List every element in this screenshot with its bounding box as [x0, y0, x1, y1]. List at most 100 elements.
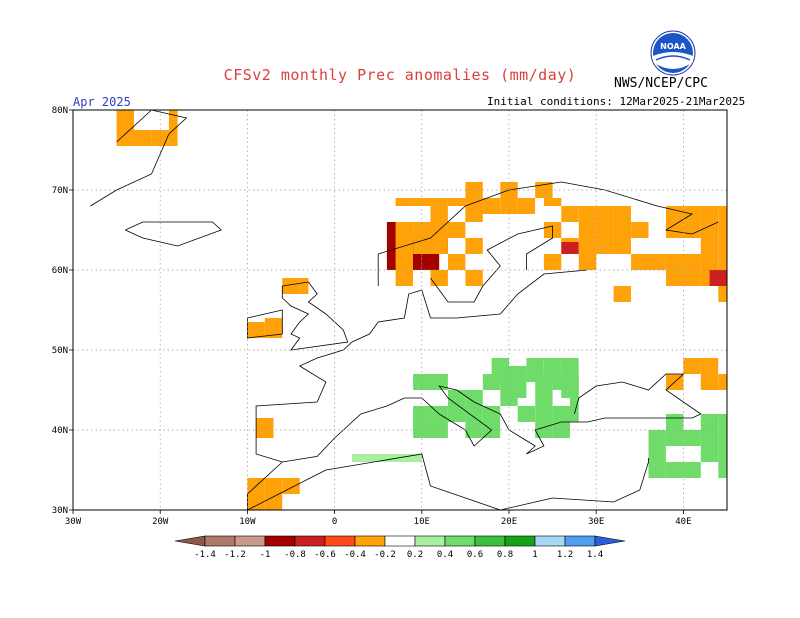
anomaly-cell: [700, 446, 719, 462]
anomaly-cell: [395, 254, 413, 270]
anomaly-cell: [535, 390, 553, 406]
anomaly-cell: [448, 254, 466, 270]
coastline: [574, 373, 702, 415]
anomaly-cell: [700, 238, 719, 254]
colorbar-segment: [264, 535, 296, 547]
anomaly-cell: [578, 254, 597, 270]
anomaly-cell: [430, 198, 448, 206]
anomaly-cell: [718, 446, 727, 462]
anomaly-cell: [666, 254, 684, 270]
colorbar-segment: [474, 535, 506, 547]
anomaly-cell: [613, 238, 631, 254]
colorbar-label: -0.8: [284, 550, 306, 560]
anomaly-cell: [718, 238, 727, 254]
anomaly-cell: [683, 270, 701, 286]
anomaly-cell: [596, 238, 614, 254]
anomaly-cell: [482, 406, 501, 422]
anomaly-cell: [666, 206, 684, 222]
colorbar-segment: [534, 535, 566, 547]
colorbar-segment: [504, 535, 536, 547]
anomaly-cell: [613, 286, 631, 302]
map-frame: [72, 109, 728, 511]
anomaly-cell: [491, 366, 509, 382]
coastline: [430, 225, 553, 303]
lon-tick-label: 30E: [588, 517, 604, 527]
anomaly-region: [282, 278, 309, 294]
anomaly-cell: [395, 270, 413, 286]
anomaly-cell: [413, 406, 431, 422]
colorbar-segment: [564, 535, 596, 547]
colorbar-label: 0.8: [497, 550, 513, 560]
anomaly-cell: [718, 374, 727, 390]
anomaly-cell: [666, 430, 684, 446]
colorbar-label: -0.6: [314, 550, 336, 560]
anomaly-cell: [395, 198, 413, 206]
anomaly-cell: [526, 366, 544, 382]
anomaly-cell: [709, 270, 727, 286]
anomaly-cell: [247, 494, 265, 510]
svg-text:NOAA: NOAA: [660, 42, 686, 51]
anomaly-cell: [543, 358, 562, 366]
colorbar-segment: [414, 535, 446, 547]
anomaly-cell: [561, 242, 579, 254]
anomaly-cell: [718, 254, 727, 270]
anomaly-cell: [448, 222, 466, 238]
anomaly-cell: [613, 206, 631, 222]
anomaly-region: [116, 110, 178, 146]
anomaly-cell: [299, 278, 309, 294]
lon-tick-label: 10E: [414, 517, 430, 527]
colorbar-arrow-right: [594, 535, 626, 547]
anomaly-cell: [648, 430, 666, 446]
coastline: [246, 453, 649, 511]
anomaly-cell: [430, 422, 448, 438]
anomaly-cell: [134, 130, 152, 146]
anomaly-cell: [116, 110, 134, 114]
map-title: CFSv2 monthly Prec anomalies (mm/day): [223, 66, 577, 84]
anomaly-cell: [168, 110, 178, 114]
lon-tick-label: 10W: [239, 517, 256, 527]
anomaly-cell: [430, 238, 448, 254]
anomaly-cell: [578, 238, 597, 254]
anomaly-cell: [683, 430, 701, 446]
colorbar-label: 1.4: [587, 550, 603, 560]
anomaly-cell: [282, 478, 300, 494]
anomaly-cell: [718, 222, 727, 238]
lat-tick-label: 60N: [52, 266, 68, 276]
anomaly-cell: [718, 430, 727, 446]
anomaly-cell: [561, 382, 579, 398]
anomaly-cell: [264, 322, 283, 338]
colorbar-segment: [324, 535, 356, 547]
colorbar-segment: [294, 535, 326, 547]
anomaly-region: [561, 242, 579, 254]
anomaly-cell: [718, 462, 727, 478]
colorbar-label: 0.4: [437, 550, 453, 560]
coastline: [298, 269, 588, 403]
lon-tick-label: 30W: [65, 517, 82, 527]
colorbar-segment: [354, 535, 386, 547]
lat-tick-label: 70N: [52, 186, 68, 196]
anomaly-cell: [718, 206, 727, 222]
anomaly-region: [352, 454, 422, 462]
anomaly-cell: [256, 422, 274, 438]
coastline: [281, 281, 349, 351]
anomaly-cell: [570, 406, 579, 422]
anomaly-cell: [648, 254, 666, 270]
colorbar-arrow-left: [174, 535, 206, 547]
anomaly-cell: [413, 374, 431, 390]
anomaly-cell: [526, 358, 544, 366]
anomaly-cell: [465, 198, 483, 214]
anomaly-cell: [430, 206, 448, 222]
anomaly-cell: [264, 494, 283, 510]
anomaly-cell: [465, 238, 483, 254]
anomaly-cell: [465, 406, 483, 422]
anomaly-cell: [700, 414, 719, 430]
anomaly-cell: [683, 462, 701, 478]
anomaly-cell: [465, 270, 483, 286]
colorbar-label: 0.2: [407, 550, 423, 560]
anomaly-cell: [116, 130, 134, 146]
anomaly-cell: [666, 414, 684, 430]
anomaly-cell: [264, 478, 283, 494]
anomaly-cell: [509, 382, 527, 398]
anomaly-cell: [648, 462, 666, 478]
anomaly-cell: [561, 366, 579, 382]
